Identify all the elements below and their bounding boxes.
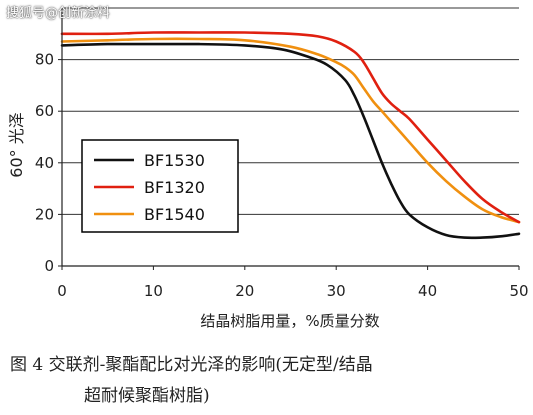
figure-caption-line-1: 图 4 交联剂-聚酯配比对光泽的影响(无定型/结晶 [10, 355, 373, 375]
y-tick-label-20: 20 [35, 205, 54, 223]
watermark-text: 搜狐号@创新涂料 [6, 6, 111, 21]
y-tick-label-0: 0 [44, 257, 54, 275]
x-tick-label-0: 0 [57, 282, 67, 300]
figure-caption-line-2: 超耐候聚酯树脂) [84, 386, 210, 406]
legend-label-bf1540: BF1540 [144, 205, 205, 224]
x-tick-label-50: 50 [509, 282, 528, 300]
x-tick-label-20: 20 [235, 282, 254, 300]
tick-labels: 0 10 20 30 40 50 0 20 40 60 80 [35, 51, 529, 300]
y-tick-label-80: 80 [35, 51, 54, 69]
x-tick-label-40: 40 [418, 282, 437, 300]
x-tick-label-30: 30 [327, 282, 346, 300]
legend-label-bf1530: BF1530 [144, 151, 205, 170]
y-tick-label-40: 40 [35, 154, 54, 172]
series-line-bf1540 [60, 37, 521, 224]
x-tick-label-10: 10 [144, 282, 163, 300]
series-line-bf1320 [60, 31, 521, 224]
x-axis-label: 结晶树脂用量，%质量分数 [200, 312, 379, 330]
y-tick-label-60: 60 [35, 102, 54, 120]
y-axis-label: 60° 光泽 [7, 112, 26, 177]
legend-label-bf1320: BF1320 [144, 178, 205, 197]
series-lines [60, 31, 521, 240]
axes [58, 8, 520, 270]
legend: BF1530 BF1320 BF1540 [81, 139, 239, 233]
series-line-bf1530 [60, 42, 521, 240]
